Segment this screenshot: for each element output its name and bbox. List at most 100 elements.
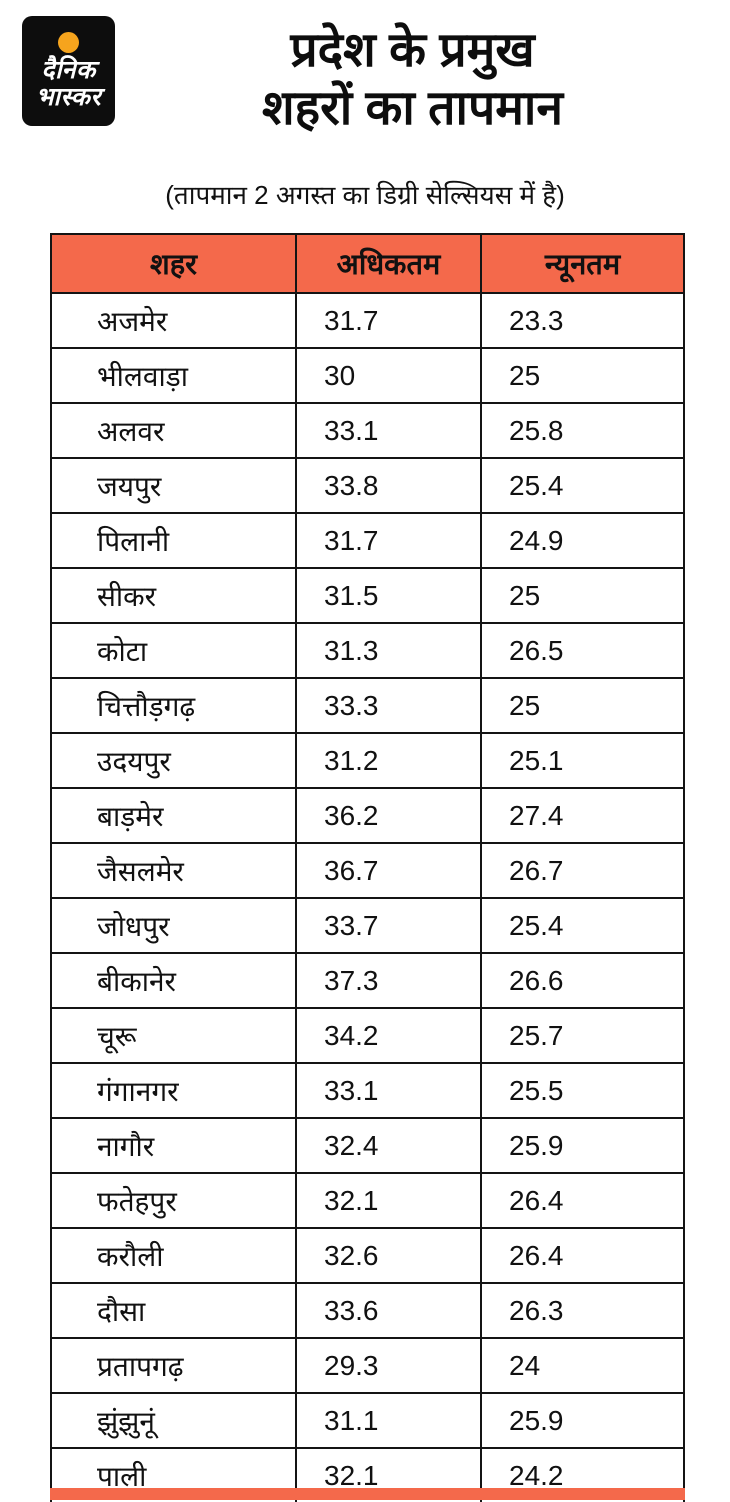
table-row: प्रतापगढ़ 29.3 24: [52, 1337, 683, 1392]
city-cell: चूरू: [52, 1009, 297, 1062]
max-temp-cell: 33.1: [297, 404, 482, 457]
table-row: अजमेर 31.7 23.3: [52, 292, 683, 347]
min-temp-cell: 25.7: [509, 1019, 564, 1051]
max-temp-cell: 30: [297, 349, 482, 402]
column-header-city: शहर: [52, 235, 297, 292]
max-temp-cell: 33.1: [297, 1064, 482, 1117]
min-temp-cell: 25.4: [509, 469, 564, 501]
table-row: उदयपुर 31.2 25.1: [52, 732, 683, 787]
table-row: चूरू 34.2 25.7: [52, 1007, 683, 1062]
logo-text-line1: दैनिक: [41, 55, 96, 84]
table-body: अजमेर 31.7 23.3 भीलवाड़ा 30 25 अलवर 33.1 25.8 जयप…: [52, 292, 683, 1502]
city-cell: अलवर: [52, 404, 297, 457]
footer-accent-bar: [50, 1488, 685, 1500]
table-row: अलवर 33.1 25.8: [52, 402, 683, 457]
max-temp-cell: 37.3: [297, 954, 482, 1007]
page-subtitle: (तापमान 2 अगस्त का डिग्री सेल्सियस में ह…: [165, 180, 565, 210]
min-temp-cell: 26.3: [509, 1294, 564, 1326]
city-cell: जोधपुर: [52, 899, 297, 952]
table-row: बीकानेर 37.3 26.6: [52, 952, 683, 1007]
city-cell: झुंझुनूं: [52, 1394, 297, 1447]
table-row: फतेहपुर 32.1 26.4: [52, 1172, 683, 1227]
min-temp-cell: 25: [509, 579, 541, 611]
max-temp-cell: 31.3: [297, 624, 482, 677]
min-temp-cell: 24.2: [509, 1459, 564, 1491]
column-header-min: न्यूनतम: [544, 249, 621, 281]
table-row: गंगानगर 33.1 25.5: [52, 1062, 683, 1117]
min-temp-cell: 24.9: [509, 524, 564, 556]
max-temp-cell: 33.6: [297, 1284, 482, 1337]
max-temp-cell: 31.7: [297, 294, 482, 347]
table-row: जैसलमेर 36.7 26.7: [52, 842, 683, 897]
city-cell: चित्तौड़गढ़: [52, 679, 297, 732]
table-row: भीलवाड़ा 30 25: [52, 347, 683, 402]
min-temp-cell: 23.3: [509, 304, 564, 336]
city-cell: प्रतापगढ़: [52, 1339, 297, 1392]
max-temp-cell: 32.1: [297, 1174, 482, 1227]
table-row: बाड़मेर 36.2 27.4: [52, 787, 683, 842]
min-temp-cell: 27.4: [509, 799, 564, 831]
min-temp-cell: 26.4: [509, 1239, 564, 1271]
min-temp-cell: 26.6: [509, 964, 564, 996]
max-temp-cell: 33.8: [297, 459, 482, 512]
city-cell: जैसलमेर: [52, 844, 297, 897]
page-title: प्रदेश के प्रमुख शहरों का तापमान: [110, 22, 715, 137]
min-temp-cell: 25.9: [509, 1129, 564, 1161]
table-row: करौली 32.6 26.4: [52, 1227, 683, 1282]
min-temp-cell: 26.4: [509, 1184, 564, 1216]
table-row: चित्तौड़गढ़ 33.3 25: [52, 677, 683, 732]
min-temp-cell: 25.1: [509, 744, 564, 776]
min-temp-cell: 25.9: [509, 1404, 564, 1436]
city-cell: गंगानगर: [52, 1064, 297, 1117]
temperature-table: शहर अधिकतम न्यूनतम अजमेर 31.7 23.3 भीलवाड़ा…: [50, 233, 685, 1502]
city-cell: बीकानेर: [52, 954, 297, 1007]
page-title-line1: प्रदेश के प्रमुख: [290, 24, 535, 77]
max-temp-cell: 33.7: [297, 899, 482, 952]
max-temp-cell: 36.2: [297, 789, 482, 842]
city-cell: कोटा: [52, 624, 297, 677]
city-cell: दौसा: [52, 1284, 297, 1337]
min-temp-cell: 24: [509, 1349, 541, 1381]
city-cell: अजमेर: [52, 294, 297, 347]
max-temp-cell: 36.7: [297, 844, 482, 897]
max-temp-cell: 31.2: [297, 734, 482, 787]
table-row: नागौर 32.4 25.9: [52, 1117, 683, 1172]
max-temp-cell: 31.5: [297, 569, 482, 622]
max-temp-cell: 33.3: [297, 679, 482, 732]
max-temp-cell: 29.3: [297, 1339, 482, 1392]
city-cell: उदयपुर: [52, 734, 297, 787]
min-temp-cell: 25: [509, 689, 541, 721]
max-temp-cell: 32.4: [297, 1119, 482, 1172]
table-row: कोटा 31.3 26.5: [52, 622, 683, 677]
min-temp-cell: 25.4: [509, 909, 564, 941]
table-row: जोधपुर 33.7 25.4: [52, 897, 683, 952]
city-cell: पिलानी: [52, 514, 297, 567]
max-temp-cell: 34.2: [297, 1009, 482, 1062]
city-cell: सीकर: [52, 569, 297, 622]
page-title-line2: शहरों का तापमान: [262, 81, 563, 135]
table-row: सीकर 31.5 25: [52, 567, 683, 622]
table-header-row: शहर अधिकतम न्यूनतम: [52, 235, 683, 292]
min-temp-cell: 25: [509, 359, 541, 391]
city-cell: पाली: [52, 1449, 297, 1502]
table-row: पिलानी 31.7 24.9: [52, 512, 683, 567]
table-row: जयपुर 33.8 25.4: [52, 457, 683, 512]
city-cell: करौली: [52, 1229, 297, 1282]
city-cell: जयपुर: [52, 459, 297, 512]
max-temp-cell: 31.1: [297, 1394, 482, 1447]
city-cell: नागौर: [52, 1119, 297, 1172]
table-row: दौसा 33.6 26.3: [52, 1282, 683, 1337]
column-header-max: अधिकतम: [297, 235, 482, 292]
min-temp-cell: 26.7: [509, 854, 564, 886]
table-row: झुंझुनूं 31.1 25.9: [52, 1392, 683, 1447]
min-temp-cell: 25.5: [509, 1074, 564, 1106]
max-temp-cell: 31.7: [297, 514, 482, 567]
city-cell: फतेहपुर: [52, 1174, 297, 1227]
min-temp-cell: 25.8: [509, 414, 564, 446]
city-cell: बाड़मेर: [52, 789, 297, 842]
logo-text-line2: भास्कर: [35, 82, 102, 111]
min-temp-cell: 26.5: [509, 634, 564, 666]
city-cell: भीलवाड़ा: [52, 349, 297, 402]
logo-sun-icon: [58, 31, 79, 53]
dainik-bhaskar-logo: दैनिक भास्कर: [22, 16, 115, 126]
